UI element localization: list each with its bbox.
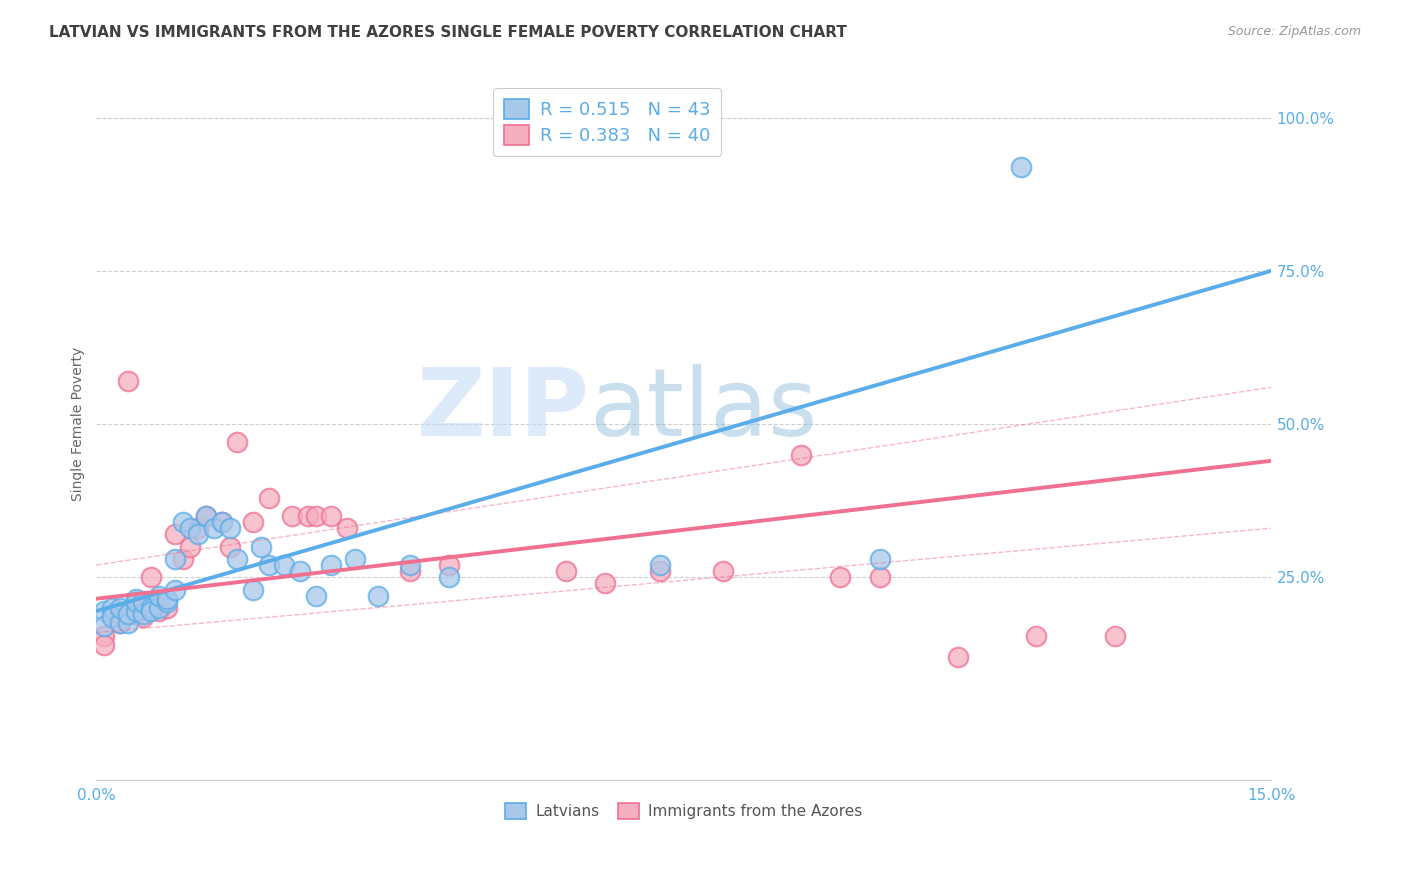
- Point: [250, 540, 273, 554]
- Point: [195, 508, 218, 523]
- Point: [321, 558, 343, 572]
- Point: [555, 564, 578, 578]
- Text: Source: ZipAtlas.com: Source: ZipAtlas.com: [1227, 25, 1361, 38]
- Point: [1010, 160, 1032, 174]
- Point: [946, 650, 969, 665]
- Point: [156, 591, 179, 606]
- Point: [305, 589, 328, 603]
- Point: [1025, 628, 1047, 642]
- Point: [117, 374, 139, 388]
- Point: [869, 552, 891, 566]
- Point: [108, 607, 131, 621]
- Point: [297, 508, 319, 523]
- Text: ZIP: ZIP: [418, 364, 589, 456]
- Point: [869, 570, 891, 584]
- Point: [117, 616, 139, 631]
- Point: [93, 604, 115, 618]
- Text: LATVIAN VS IMMIGRANTS FROM THE AZORES SINGLE FEMALE POVERTY CORRELATION CHART: LATVIAN VS IMMIGRANTS FROM THE AZORES SI…: [49, 25, 846, 40]
- Point: [226, 552, 249, 566]
- Point: [790, 448, 813, 462]
- Point: [141, 601, 163, 615]
- Point: [830, 570, 852, 584]
- Point: [124, 595, 146, 609]
- Point: [132, 595, 155, 609]
- Point: [132, 607, 155, 621]
- Point: [93, 628, 115, 642]
- Point: [257, 491, 280, 505]
- Point: [288, 564, 311, 578]
- Point: [211, 515, 233, 529]
- Point: [163, 552, 186, 566]
- Point: [437, 558, 460, 572]
- Point: [141, 570, 163, 584]
- Point: [202, 521, 225, 535]
- Point: [156, 595, 179, 609]
- Point: [141, 604, 163, 618]
- Point: [101, 610, 124, 624]
- Point: [132, 595, 155, 609]
- Point: [93, 619, 115, 633]
- Point: [108, 616, 131, 631]
- Point: [132, 610, 155, 624]
- Point: [242, 582, 264, 597]
- Point: [148, 601, 170, 615]
- Point: [281, 508, 304, 523]
- Point: [273, 558, 295, 572]
- Point: [124, 604, 146, 618]
- Point: [179, 540, 201, 554]
- Point: [336, 521, 359, 535]
- Point: [117, 607, 139, 621]
- Point: [108, 616, 131, 631]
- Point: [101, 607, 124, 621]
- Point: [148, 589, 170, 603]
- Point: [218, 521, 240, 535]
- Point: [305, 508, 328, 523]
- Point: [257, 558, 280, 572]
- Point: [124, 607, 146, 621]
- Legend: Latvians, Immigrants from the Azores: Latvians, Immigrants from the Azores: [499, 797, 869, 825]
- Point: [650, 564, 672, 578]
- Point: [1104, 628, 1126, 642]
- Point: [101, 601, 124, 615]
- Text: atlas: atlas: [589, 364, 818, 456]
- Point: [156, 601, 179, 615]
- Point: [172, 552, 194, 566]
- Point: [211, 515, 233, 529]
- Point: [163, 582, 186, 597]
- Point: [195, 508, 218, 523]
- Point: [343, 552, 366, 566]
- Point: [179, 521, 201, 535]
- Point: [108, 601, 131, 615]
- Point: [226, 435, 249, 450]
- Point: [367, 589, 389, 603]
- Point: [595, 576, 617, 591]
- Point: [218, 540, 240, 554]
- Point: [148, 604, 170, 618]
- Point: [141, 598, 163, 612]
- Point: [187, 527, 209, 541]
- Point: [398, 558, 420, 572]
- Point: [242, 515, 264, 529]
- Point: [398, 564, 420, 578]
- Point: [172, 515, 194, 529]
- Point: [321, 508, 343, 523]
- Y-axis label: Single Female Poverty: Single Female Poverty: [72, 347, 86, 501]
- Point: [93, 638, 115, 652]
- Point: [124, 591, 146, 606]
- Point: [711, 564, 734, 578]
- Point: [650, 558, 672, 572]
- Point: [437, 570, 460, 584]
- Point: [163, 527, 186, 541]
- Point: [187, 521, 209, 535]
